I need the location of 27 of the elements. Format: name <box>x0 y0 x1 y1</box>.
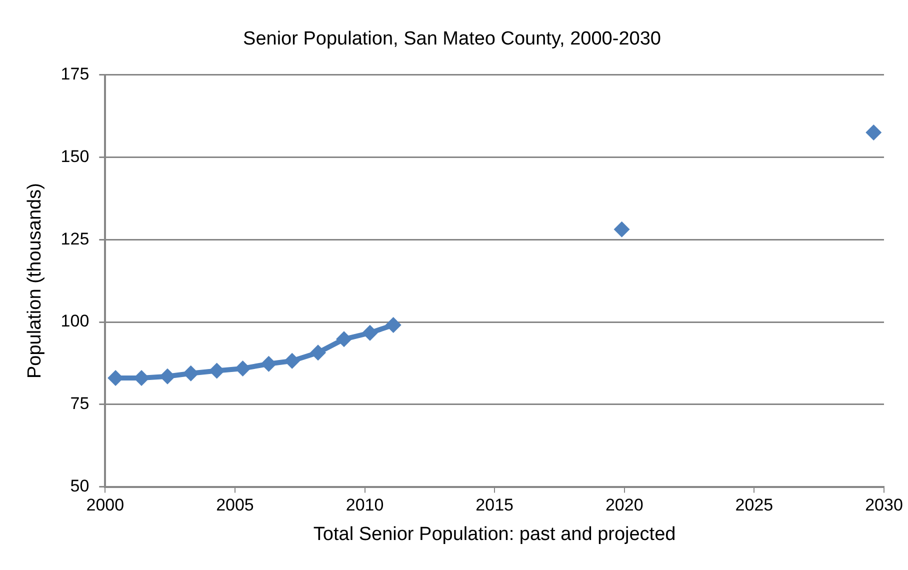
point <box>362 324 378 341</box>
y-tick-label: 125 <box>60 229 90 248</box>
point <box>284 352 300 369</box>
y-axis-title: Population (thousands) <box>24 183 46 379</box>
point <box>234 360 251 376</box>
y-tick-label: 75 <box>70 394 90 414</box>
x-tick-label: 2030 <box>865 496 903 515</box>
y-tick-label: 50 <box>70 476 90 496</box>
x-tick-label: 2015 <box>476 496 514 515</box>
y-tick-label: 150 <box>60 146 90 166</box>
y-tick-label: 100 <box>60 312 90 331</box>
x-tick-label: 2000 <box>86 496 124 515</box>
chart-title: Senior Population, San Mateo County, 2000-2030 <box>243 28 661 50</box>
point <box>866 124 882 140</box>
point <box>614 221 630 238</box>
point <box>310 344 326 361</box>
point <box>260 356 277 372</box>
x-axis-title: Total Senior Population: past and projected <box>313 524 676 545</box>
x-tick-label: 2010 <box>346 496 384 515</box>
y-tick-label: 175 <box>60 64 90 84</box>
x-tick-label: 2025 <box>735 496 774 515</box>
point <box>336 331 352 348</box>
point <box>208 362 225 379</box>
x-tick-label: 2020 <box>605 496 644 515</box>
point <box>182 365 199 382</box>
point <box>385 316 402 333</box>
x-tick-label: 2005 <box>216 496 254 515</box>
